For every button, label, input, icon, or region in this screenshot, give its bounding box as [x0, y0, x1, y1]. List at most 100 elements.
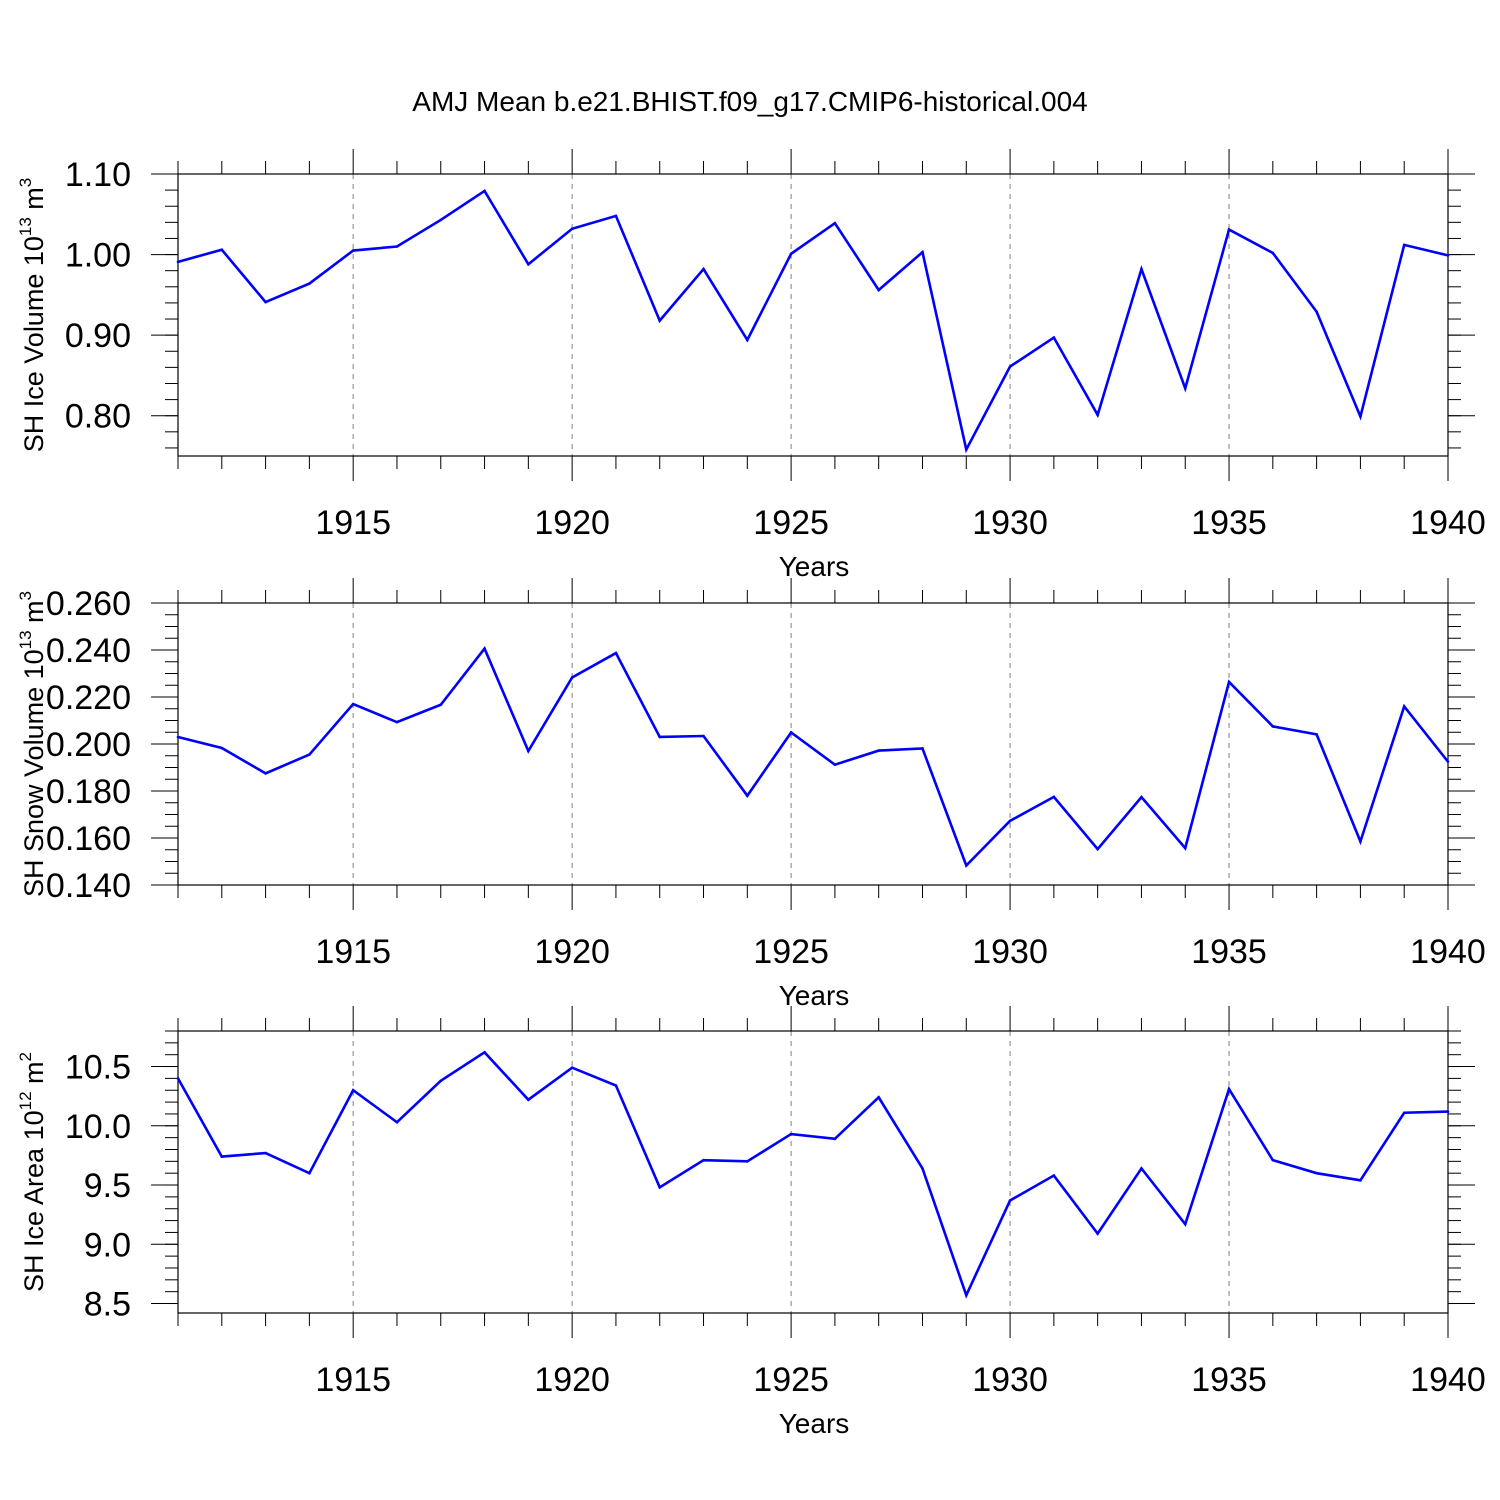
- y-axis-label-text: SH Snow Volume 10: [19, 649, 49, 897]
- data-point: [1271, 251, 1275, 255]
- y-axis-label-exponent: 13: [16, 630, 35, 649]
- y-tick-label: 0.240: [46, 632, 131, 670]
- x-tick-label: 1940: [1410, 504, 1486, 542]
- series-line-1: [176, 1050, 1449, 1299]
- y-axis-label-unit-exponent: 3: [16, 591, 35, 600]
- x-tick-label: 1920: [534, 933, 610, 971]
- y-tick-label: 10.5: [65, 1049, 131, 1087]
- y-axis-label-exponent: 13: [16, 217, 35, 236]
- data-point: [439, 703, 443, 707]
- data-point: [877, 749, 880, 752]
- x-tick-label: 1935: [1191, 933, 1267, 971]
- data-point: [964, 1293, 968, 1297]
- data-point: [833, 1137, 837, 1141]
- y-axis-label-unit: m: [19, 600, 49, 630]
- data-point: [746, 794, 749, 797]
- data-point: [1096, 1232, 1099, 1235]
- series-line-1: [177, 189, 1449, 454]
- data-point: [1359, 415, 1362, 418]
- x-tick-label: 1935: [1191, 504, 1267, 542]
- data-point: [614, 651, 618, 655]
- data-point: [833, 763, 837, 766]
- data-point: [1446, 1110, 1450, 1113]
- data-point: [1359, 1178, 1362, 1182]
- data-point: [1402, 1111, 1406, 1115]
- x-axis-label: Years: [779, 1408, 850, 1439]
- y-axis-label: SH Ice Area 1012 m2: [16, 1052, 49, 1292]
- y-tick-label: 0.180: [46, 773, 131, 811]
- data-point: [1271, 1158, 1275, 1162]
- x-tick-label: 1925: [753, 933, 829, 971]
- x-tick-label: 1915: [315, 1361, 391, 1399]
- data-point: [614, 214, 618, 218]
- data-point: [264, 1151, 267, 1155]
- data-point: [527, 1098, 530, 1102]
- data-point: [220, 1155, 224, 1158]
- data-point: [1140, 267, 1143, 271]
- data-point: [702, 267, 705, 271]
- data-point: [658, 1186, 662, 1189]
- data-point: [1140, 1167, 1143, 1170]
- y-tick-label: 0.80: [65, 398, 131, 436]
- data-point: [1271, 725, 1275, 728]
- data-point: [746, 1160, 749, 1163]
- y-tick-label: 0.160: [46, 820, 131, 858]
- data-point: [1008, 365, 1012, 368]
- data-point: [395, 720, 399, 724]
- data-point: [658, 735, 662, 739]
- chart-panel-2: 1915 1920 1925 1930 1935 1940 0.140 0.160 0.180 0…: [16, 578, 1486, 1011]
- data-point: [176, 260, 180, 264]
- data-point: [702, 1158, 705, 1162]
- y-axis-label-unit-exponent: 2: [16, 1052, 35, 1061]
- panels: 1915 1920 1925 1930 1935 1940 0.80 0.90 1.00 1.10…: [16, 149, 1486, 1439]
- data-point: [308, 1171, 311, 1175]
- data-point: [176, 1077, 180, 1080]
- y-axis-label: SH Ice Volume 1013 m3: [16, 178, 49, 453]
- data-point: [483, 647, 486, 650]
- y-tick-label: 10.0: [65, 1108, 131, 1146]
- x-tick-label: 1940: [1410, 1361, 1486, 1399]
- y-axis-label-unit-exponent: 3: [16, 178, 35, 187]
- data-point: [220, 746, 224, 750]
- data-point: [1008, 1199, 1012, 1202]
- data-point: [1227, 1087, 1231, 1091]
- data-point: [702, 734, 705, 738]
- data-point: [351, 249, 355, 252]
- data-point: [1446, 760, 1450, 763]
- y-tick-label: 9.0: [84, 1226, 131, 1264]
- data-point: [527, 749, 530, 753]
- data-point: [1183, 846, 1187, 850]
- x-tick-label: 1930: [972, 933, 1048, 971]
- x-tick-label: 1920: [534, 504, 610, 542]
- data-point: [1140, 795, 1143, 799]
- y-tick-label: 1.10: [65, 156, 131, 194]
- y-axis-label: SH Snow Volume 1013 m3: [16, 591, 49, 897]
- series-line-1: [177, 646, 1450, 868]
- chart-panel-1: 1915 1920 1925 1930 1935 1940 0.80 0.90 1.00 1.10…: [16, 149, 1486, 582]
- data-point: [264, 772, 267, 775]
- chart-panel-3: 1915 1920 1925 1930 1935 1940 8.5 9.0 9.5 10.0 10.…: [16, 1006, 1486, 1439]
- data-point: [877, 1096, 880, 1099]
- data-point: [921, 747, 924, 750]
- data-point: [964, 448, 968, 451]
- figure-title: AMJ Mean b.e21.BHIST.f09_g17.CMIP6-histo…: [412, 86, 1087, 117]
- y-tick-label: 0.260: [46, 585, 131, 623]
- x-tick-label: 1920: [534, 1361, 610, 1399]
- data-point: [789, 252, 793, 256]
- data-point: [527, 262, 530, 266]
- data-point: [1227, 680, 1231, 684]
- data-point: [395, 245, 399, 248]
- x-tick-label: 1915: [315, 504, 391, 542]
- x-tick-label: 1930: [972, 1361, 1048, 1399]
- plot-frame: [177, 1030, 1449, 1314]
- data-point: [1183, 1222, 1187, 1226]
- y-axis-label-exponent: 12: [16, 1091, 35, 1110]
- data-point: [789, 1132, 793, 1136]
- y-tick-label: 1.00: [65, 237, 131, 275]
- data-point: [220, 248, 224, 252]
- x-tick-label: 1940: [1410, 933, 1486, 971]
- x-tick-label: 1925: [753, 504, 829, 542]
- data-point: [1315, 1171, 1318, 1175]
